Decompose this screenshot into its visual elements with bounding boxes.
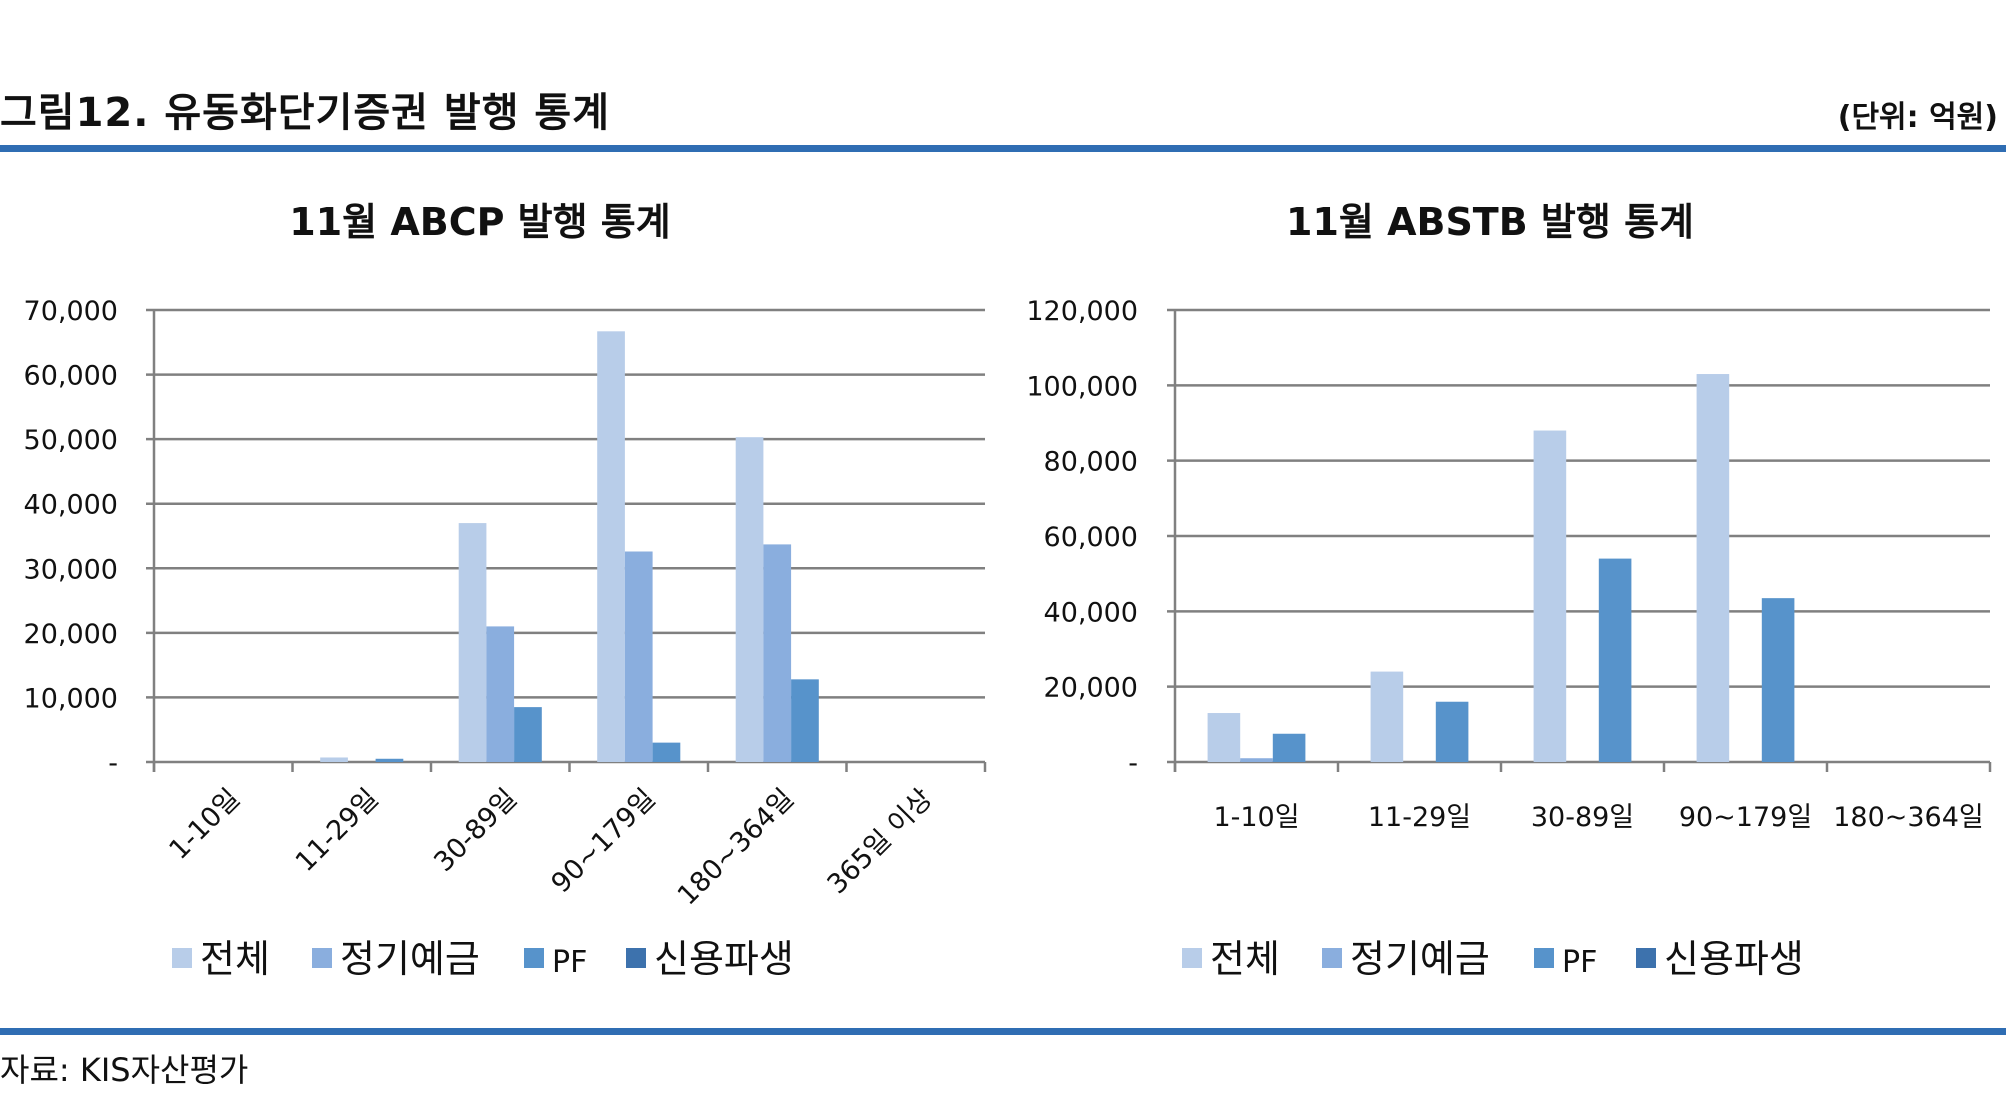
abstb-chart: 11월 ABSTB 발행 통계 - 20,000 40,000 60,000 80,000… xyxy=(1026,200,1992,981)
x-tick-label: 11-29일 xyxy=(1368,802,1471,833)
bar xyxy=(791,679,819,762)
bar xyxy=(1370,671,1404,762)
legend-swatch xyxy=(312,948,332,968)
y-tick-label: 60,000 xyxy=(1044,522,1138,553)
legend-swatch xyxy=(172,948,192,968)
y-tick-label: 30,000 xyxy=(24,554,118,585)
bar xyxy=(652,742,681,762)
y-tick-label: 70,000 xyxy=(24,296,118,327)
bar xyxy=(1272,733,1306,762)
bar xyxy=(1533,430,1567,762)
x-tick-label: 1-10일 xyxy=(1213,802,1299,833)
bar xyxy=(1207,713,1241,762)
legend-swatch xyxy=(524,948,544,968)
legend-swatch xyxy=(1322,948,1342,968)
y-tick-label: 120,000 xyxy=(1026,296,1138,327)
y-tick-label: 50,000 xyxy=(24,425,118,456)
legend-label: PF xyxy=(1562,945,1597,980)
bar xyxy=(1696,374,1730,762)
y-tick-label: 20,000 xyxy=(24,619,118,650)
legend-label: 전체 xyxy=(1210,937,1280,981)
figure-title: 그림12. 유동화단기증권 발행 통계 xyxy=(0,90,611,136)
bar xyxy=(1761,598,1795,762)
legend-label: 전체 xyxy=(200,937,270,981)
bar xyxy=(1598,558,1632,762)
y-tick-label: 80,000 xyxy=(1044,447,1138,478)
bar xyxy=(1240,758,1273,762)
legend-swatch xyxy=(1534,948,1554,968)
bar xyxy=(763,544,792,762)
bar xyxy=(597,331,625,762)
bar xyxy=(375,758,404,762)
source-note: 자료: KIS자산평가 xyxy=(0,1051,249,1089)
bar xyxy=(624,551,653,762)
bar xyxy=(1435,701,1469,762)
y-tick-label: 20,000 xyxy=(1044,673,1138,704)
x-tick-label: 30-89일 xyxy=(1531,802,1634,833)
y-tick-label: 40,000 xyxy=(24,490,118,521)
y-tick-label: 100,000 xyxy=(1026,371,1138,402)
y-tick-label: 40,000 xyxy=(1044,597,1138,628)
legend-swatch xyxy=(626,948,646,968)
bar xyxy=(320,757,348,762)
x-tick-label: 180~364일 xyxy=(1833,802,1984,833)
legend-label: 정기예금 xyxy=(1350,937,1490,981)
abcp-chart: 11월 ABCP 발행 통계 - 10,000 20,000 30,000 40,000 5… xyxy=(24,200,987,981)
unit-label: (단위: 억원) xyxy=(1837,100,1998,135)
legend-swatch xyxy=(1182,948,1202,968)
legend-label: 신용파생 xyxy=(1664,937,1804,981)
bar xyxy=(486,626,515,762)
y-tick-label: 60,000 xyxy=(24,361,118,392)
bottom-divider xyxy=(0,1028,2006,1035)
legend-label: 신용파생 xyxy=(654,937,794,981)
y-tick-label: - xyxy=(108,748,118,779)
chart-title: 11월 ABSTB 발행 통계 xyxy=(1286,200,1694,244)
chart-title: 11월 ABCP 발행 통계 xyxy=(289,200,670,244)
top-divider xyxy=(0,145,2006,152)
bar xyxy=(514,707,542,762)
legend-label: PF xyxy=(552,945,587,980)
legend-label: 정기예금 xyxy=(340,937,480,981)
bar xyxy=(458,523,487,762)
bar xyxy=(735,437,764,762)
y-tick-label: 10,000 xyxy=(24,683,118,714)
legend-swatch xyxy=(1636,948,1656,968)
x-tick-label: 90~179일 xyxy=(1679,802,1812,833)
y-tick-label: - xyxy=(1128,748,1138,779)
